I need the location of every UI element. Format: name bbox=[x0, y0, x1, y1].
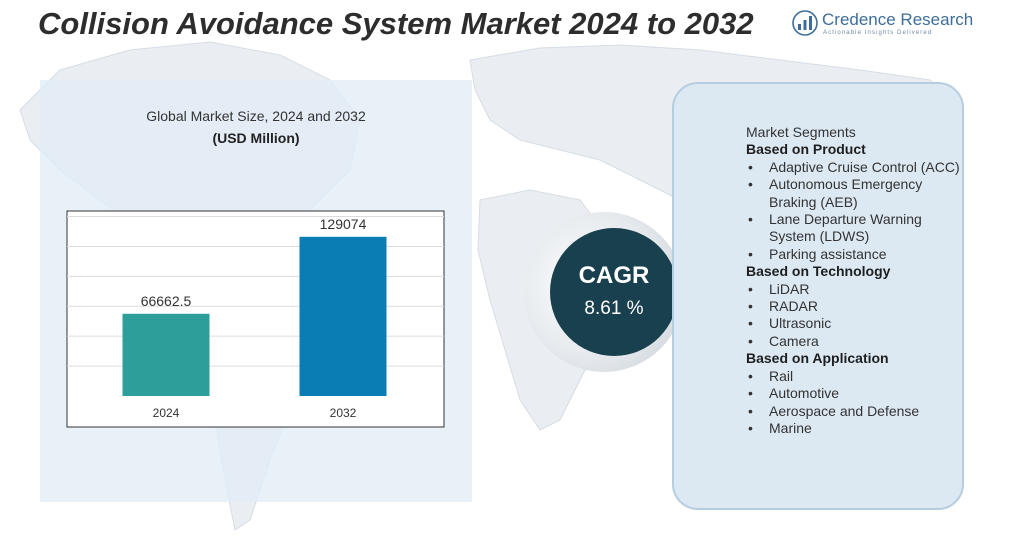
segment-item: Lane Departure Warning System (LDWS) bbox=[746, 211, 961, 246]
chart-subtitle: (USD Million) bbox=[212, 130, 300, 146]
segment-item: Adaptive Cruise Control (ACC) bbox=[746, 159, 961, 177]
segment-item: Autonomous Emergency Braking (AEB) bbox=[746, 176, 961, 211]
cagr-value: 8.61 % bbox=[584, 298, 644, 319]
segment-item: Automotive bbox=[746, 385, 961, 403]
market-size-panel: Global Market Size, 2024 and 2032 (USD M… bbox=[40, 80, 472, 502]
bar-chart: 66662.5 129074 2024 2032 bbox=[66, 210, 445, 428]
category-label-2024: 2024 bbox=[153, 406, 180, 420]
chart-title: Global Market Size, 2024 and 2032 bbox=[146, 108, 366, 124]
cagr-label: CAGR bbox=[578, 262, 650, 289]
segment-item: Rail bbox=[746, 368, 961, 386]
segment-list-application: Rail Automotive Aerospace and Defense Ma… bbox=[746, 368, 961, 438]
segment-item: Marine bbox=[746, 420, 961, 438]
bar-2024 bbox=[122, 313, 210, 396]
page-title: Collision Avoidance System Market 2024 t… bbox=[38, 6, 754, 41]
value-label-2032: 129074 bbox=[320, 216, 367, 232]
segment-list-product: Adaptive Cruise Control (ACC) Autonomous… bbox=[746, 159, 961, 264]
segment-group-title-application: Based on Application bbox=[746, 350, 889, 367]
credence-research-logo: Credence Research Actionable Insights De… bbox=[792, 8, 992, 38]
category-labels: 2024 2032 bbox=[153, 406, 357, 420]
bar-chart-logo-icon bbox=[792, 10, 818, 36]
market-segments-panel: Market Segments Based on Product Adaptiv… bbox=[672, 82, 964, 510]
bars bbox=[122, 236, 387, 396]
value-label-2024: 66662.5 bbox=[141, 293, 192, 309]
segment-item: RADAR bbox=[746, 298, 961, 316]
value-labels: 66662.5 129074 bbox=[141, 216, 367, 309]
segment-list-technology: LiDAR RADAR Ultrasonic Camera bbox=[746, 281, 961, 351]
segment-item: Aerospace and Defense bbox=[746, 403, 961, 421]
segment-item: Camera bbox=[746, 333, 961, 351]
segment-item: LiDAR bbox=[746, 281, 961, 299]
logo-tagline: Actionable Insights Delivered bbox=[823, 30, 933, 36]
logo-name: Credence Research bbox=[822, 10, 974, 29]
segment-group-title-technology: Based on Technology bbox=[746, 263, 891, 280]
segment-group-title-product: Based on Product bbox=[746, 141, 866, 158]
segments-heading: Market Segments bbox=[746, 124, 856, 140]
category-label-2032: 2032 bbox=[330, 406, 357, 420]
cagr-badge: CAGR 8.61 % bbox=[550, 228, 678, 356]
bar-2032 bbox=[299, 236, 387, 396]
segments-list: Market Segments Based on Product Adaptiv… bbox=[746, 124, 961, 438]
segment-item: Parking assistance bbox=[746, 246, 961, 264]
segment-item: Ultrasonic bbox=[746, 315, 961, 333]
